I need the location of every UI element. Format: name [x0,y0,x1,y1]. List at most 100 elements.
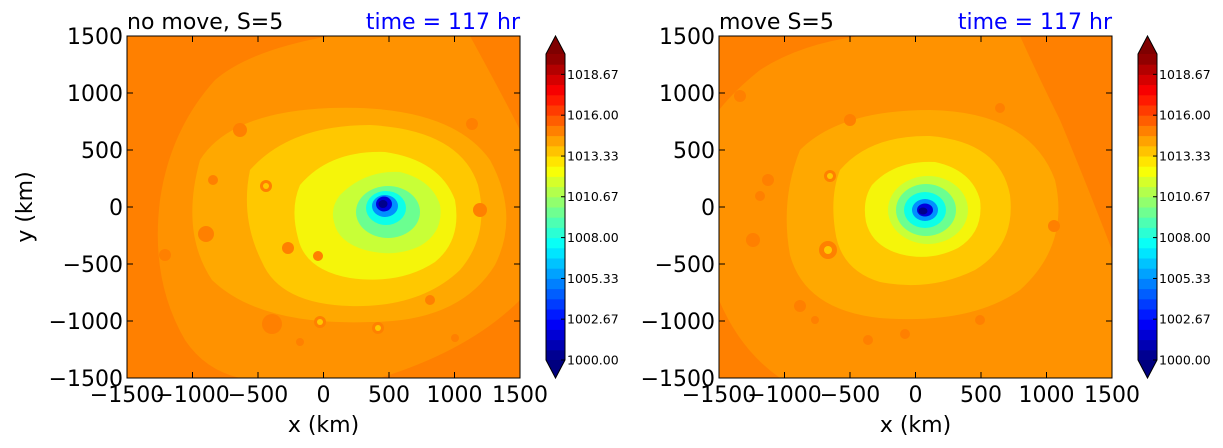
colorbar-outline [545,34,566,380]
heatmap-plot-area [127,36,520,378]
x-tick-label: 500 [960,383,1002,408]
colorbar-segment [546,288,565,300]
y-tick-label: 1500 [659,25,715,50]
colorbar-tick-label: 1010.67 [567,189,619,204]
colorbar-extend-min [546,360,565,378]
colorbar-segment [1138,288,1157,300]
x-tick-label: −500 [820,383,880,408]
colorbar-tick-label: 1016.00 [1159,108,1211,123]
y-tick-label: 0 [109,196,123,221]
colorbar-segment [1138,329,1157,341]
time-label: time = 117 hr [366,10,521,35]
colorbar-segment [546,329,565,341]
colorbar-segment [546,135,565,147]
convective-cells [263,183,381,331]
colorbar-tick-label: 1018.67 [1159,67,1211,82]
y-tick-label: −1500 [641,367,715,392]
colorbar-segment [1138,84,1157,96]
colorbar-outline [1137,34,1158,380]
colorbar-segment [546,268,565,279]
colorbar-segment [1138,156,1157,167]
outer-low-contour [380,300,520,378]
colorbar-segment [546,247,565,259]
colorbar-segment [546,125,565,137]
x-tick-label: −1500 [682,383,756,408]
colorbar-segment [546,207,565,218]
colorbar-segment [1138,247,1157,259]
colorbar-tick-label: 1000.00 [1159,353,1211,368]
panel-title: move S=5 [719,10,834,35]
y-tick-label: 500 [673,139,715,164]
outer-low-contour [127,36,330,378]
x-tick-label: 0 [317,383,331,408]
x-tick-label: 0 [909,383,923,408]
colorbar-segment [1138,319,1157,330]
y-tick-labels: −1500 −1000 −500 0 500 1000 1500 [49,25,123,392]
colorbar-segment [546,339,565,351]
colorbar-tick-label: 1005.33 [1159,271,1211,286]
colorbar-segment [1138,298,1157,310]
x-tick-labels: −1500−1000−500 0 500 1000 1500 [682,383,1140,408]
colorbar-segment [1138,105,1157,116]
colorbar: 1000.00 1002.67 1005.33 1008.00 1010.67 1013.… [545,34,619,380]
colorbar-segment [1138,309,1157,320]
colorbar-segment [546,156,565,167]
colorbar-tick-label: 1013.33 [567,149,619,164]
x-tick-label: 1500 [1084,383,1140,408]
colorbar-segment [1138,74,1157,86]
panel-title: no move, S=5 [127,10,283,35]
colorbar-extend-max [546,36,565,54]
x-tick-label: −500 [228,383,288,408]
outer-low-contour [1020,36,1112,250]
colorbar-segment [546,217,565,228]
outer-low-contour [470,36,520,130]
y-tick-label: 1000 [659,82,715,107]
x-tick-label: 1000 [1019,383,1075,408]
colorbar-segment [546,237,565,249]
colorbar-segment [1138,125,1157,137]
colorbar-segment [546,115,565,126]
x-tick-label: 1500 [492,383,548,408]
y-tick-label: −1500 [49,367,123,392]
colorbar-segment [546,105,565,116]
colorbar-tick-label: 1002.67 [1159,312,1211,327]
colorbar-tick-label: 1013.33 [1159,149,1211,164]
x-tick-labels: −1500−1000−500 0 500 1000 1500 [90,383,548,408]
colorbar-segment [546,186,565,198]
colorbar-segment [1138,166,1157,177]
colorbar-tick-label: 1016.00 [567,108,619,123]
colorbar-segment [546,227,565,239]
colorbar-segment [1138,145,1157,157]
convective-cells [734,90,1060,345]
colorbar-segment [546,166,565,177]
outer-low-contour [719,300,780,378]
y-tick-label: −500 [63,253,123,278]
colorbar-tick-label: 1010.67 [1159,189,1211,204]
y-tick-label: −1000 [49,310,123,335]
convective-cells [824,173,833,254]
colorbar-segment [546,176,565,188]
y-axis-label: y (km) [13,171,38,242]
colorbar-tick-label: 1005.33 [567,271,619,286]
y-tick-label: 0 [701,196,715,221]
colorbar-segment [546,196,565,208]
colorbar-tick-label: 1002.67 [567,312,619,327]
tick-marks [126,35,521,379]
colorbar-segment [1138,64,1157,75]
colorbar-segment [1138,258,1157,269]
colorbar-segment [1138,278,1157,290]
x-axis-label: x (km) [880,413,951,438]
x-tick-label: 1000 [427,383,483,408]
colorbar-segment [546,145,565,157]
y-tick-label: 1000 [67,82,123,107]
colorbar-segment [546,258,565,269]
colorbar-segment [1138,94,1157,106]
colorbar-segment [1138,196,1157,208]
colorbar-segment [546,309,565,320]
y-tick-label: 500 [81,139,123,164]
heatmap-plot-area [719,36,1112,378]
x-tick-label: −1500 [90,383,164,408]
colorbar-tick-label: 1018.67 [567,67,619,82]
colorbar-segment [546,278,565,290]
